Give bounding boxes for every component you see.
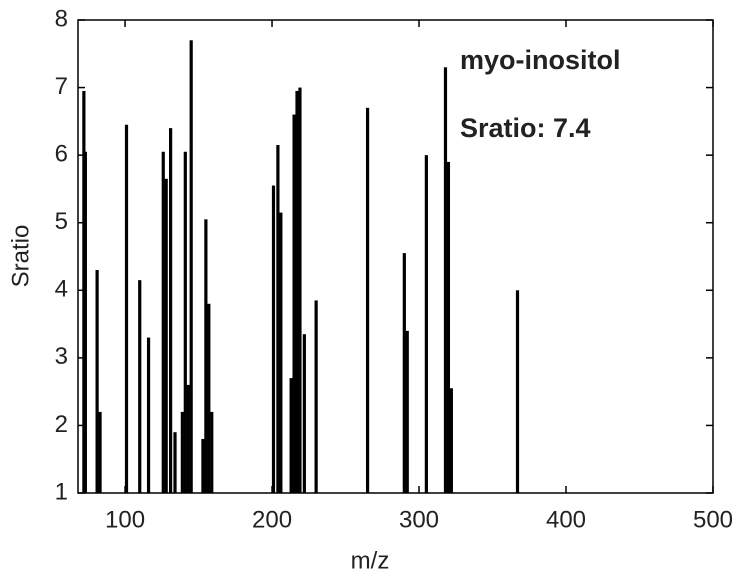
bar [289,378,293,493]
y-tick-label: 4 [55,276,68,303]
y-tick-label: 3 [55,343,68,370]
y-tick-label: 7 [55,73,68,100]
x-axis-label: m/z [351,547,390,574]
y-tick-label: 6 [55,140,68,167]
bar [146,337,151,493]
annotation: myo-inositol [460,45,621,75]
bar [169,128,173,493]
x-tick-label: 400 [546,506,586,533]
bar [314,300,318,493]
bar [279,212,283,494]
y-tick-label: 2 [55,411,68,438]
bar [173,432,177,493]
bar [443,67,448,494]
bar [295,90,299,493]
y-tick-label: 5 [55,208,68,235]
annotation: Sratio: 7.4 [460,113,591,143]
bar [424,155,428,493]
bar [164,178,168,494]
x-tick-label: 500 [693,506,733,533]
bar [298,87,302,494]
bar [449,388,453,493]
bar [210,411,214,493]
bar [365,107,370,493]
bar [204,219,208,494]
y-tick-label: 1 [55,478,68,505]
bar [201,438,205,493]
bar [515,290,520,493]
bar [180,411,184,493]
x-tick-label: 300 [399,506,439,533]
bar [95,270,99,493]
bar [402,253,406,493]
x-tick-label: 100 [105,506,145,533]
bar [276,145,280,493]
y-axis-label: Sratio [7,225,34,288]
bar [98,411,102,493]
bar [271,185,276,494]
plot-frame [77,19,714,494]
bar [183,151,187,493]
bar [189,40,193,494]
x-tick-label: 200 [252,506,292,533]
bar [138,280,142,493]
bar [186,384,190,493]
bar [405,330,409,493]
bar [124,124,129,493]
bar [302,334,306,493]
bar [161,151,165,493]
bar [83,151,87,493]
bar [207,303,211,493]
bar [446,161,451,493]
y-tick-label: 8 [55,5,68,32]
bar [292,114,296,493]
